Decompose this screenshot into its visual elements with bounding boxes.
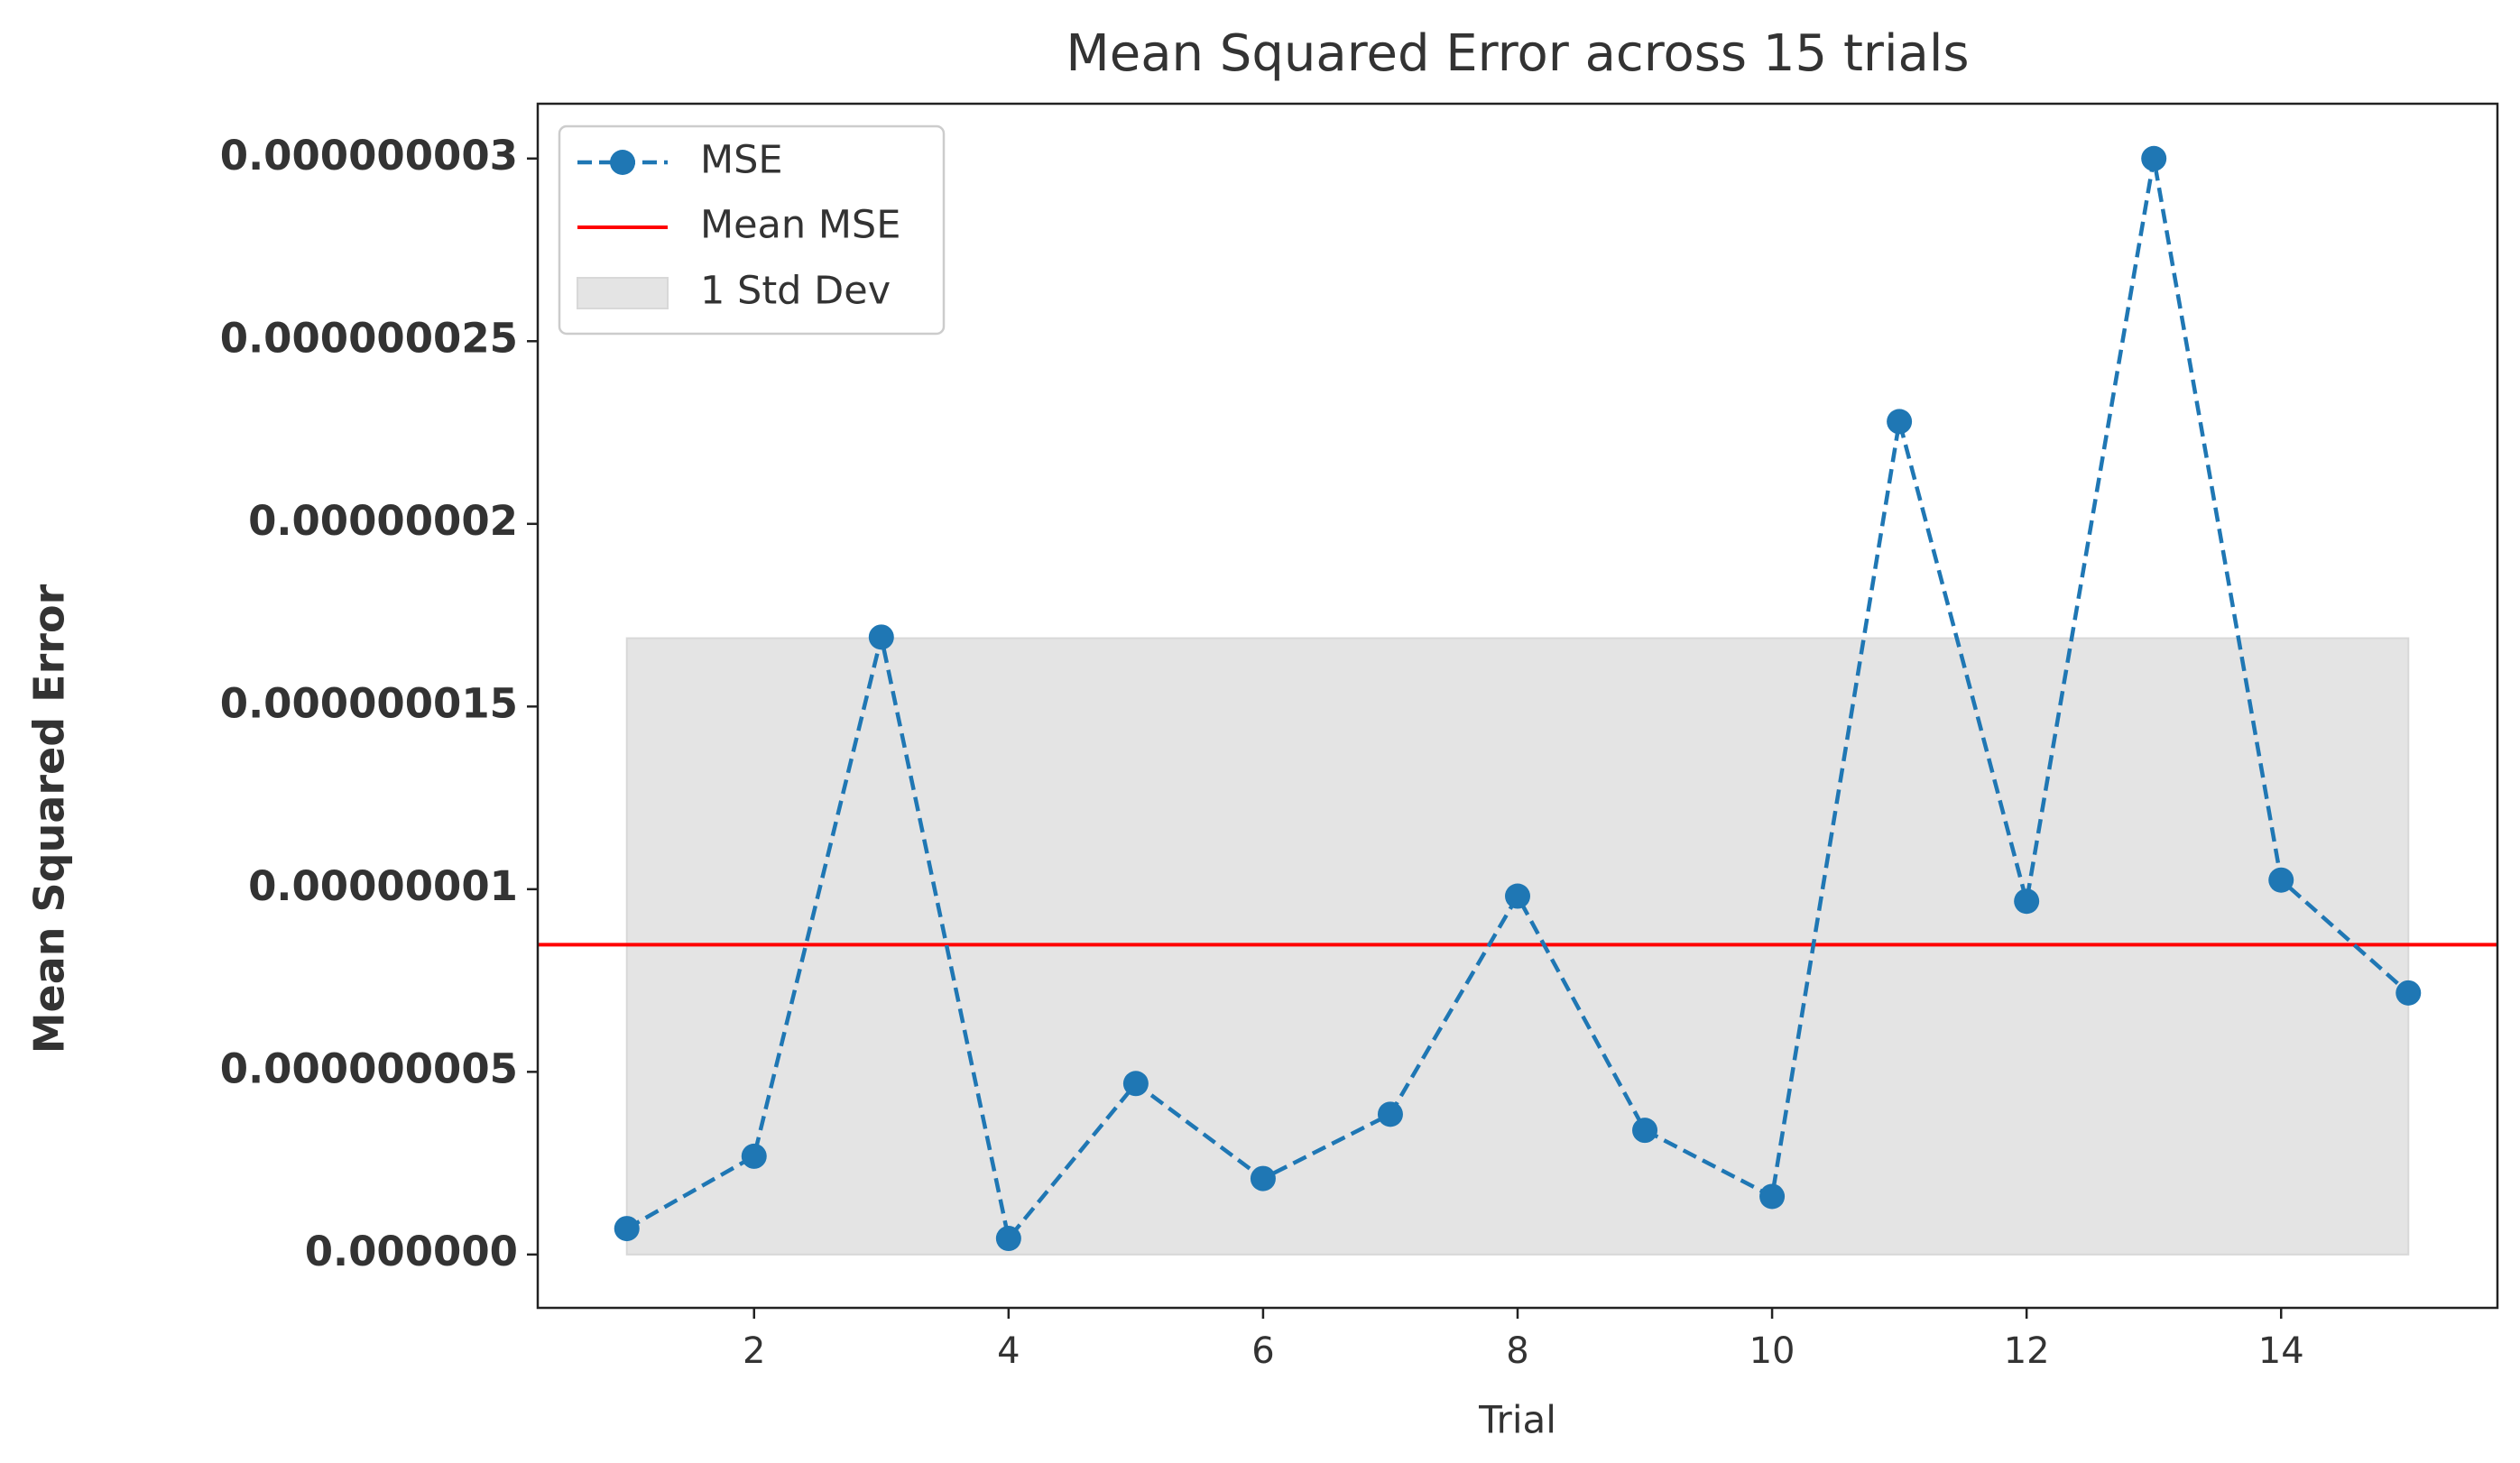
point <box>741 1143 767 1169</box>
y-tick-label: 0.000000003 <box>220 132 518 179</box>
y-tick-label: 0.00000002 <box>248 497 518 545</box>
chart-title: Mean Squared Error across 15 trials <box>1066 24 1969 83</box>
point <box>2141 145 2167 171</box>
point <box>1632 1118 1658 1144</box>
x-tick-label: 14 <box>2258 1330 2304 1372</box>
point <box>1887 409 1913 435</box>
point <box>1250 1165 1276 1192</box>
x-tick-label: 8 <box>1506 1330 1528 1372</box>
y-tick-label: 0.000000025 <box>220 314 518 362</box>
legend-swatch <box>577 277 669 309</box>
point <box>2395 980 2422 1006</box>
point <box>2014 888 2040 915</box>
y-tick-label: 0.000000005 <box>220 1044 518 1092</box>
y-tick-label: 0.00000001 <box>248 862 518 910</box>
x-tick-label: 2 <box>743 1330 765 1372</box>
series-line <box>625 158 2410 1244</box>
legend-label: MSE <box>700 138 783 183</box>
y-axis-label: Mean Squared Error <box>25 584 74 1054</box>
point <box>2268 867 2294 893</box>
x-tick-label: 10 <box>1749 1330 1795 1372</box>
point <box>995 1226 1021 1252</box>
legend-label: Mean MSE <box>700 203 900 248</box>
point <box>868 624 894 650</box>
point <box>1505 883 1530 909</box>
point <box>614 1216 640 1242</box>
x-tick-label: 4 <box>997 1330 1020 1372</box>
legend-label: 1 Std Dev <box>700 269 891 314</box>
y-tick-label: 0.000000015 <box>220 679 518 727</box>
point <box>1759 1183 1786 1210</box>
point <box>1122 1071 1149 1097</box>
y-tick-label: 0.000000 <box>305 1228 518 1275</box>
legend-marker <box>610 150 635 175</box>
point <box>1377 1101 1403 1127</box>
x-tick-label: 6 <box>1251 1330 1274 1372</box>
x-axis-label: Trial <box>1478 1398 1556 1442</box>
x-tick-label: 12 <box>2004 1330 2050 1372</box>
